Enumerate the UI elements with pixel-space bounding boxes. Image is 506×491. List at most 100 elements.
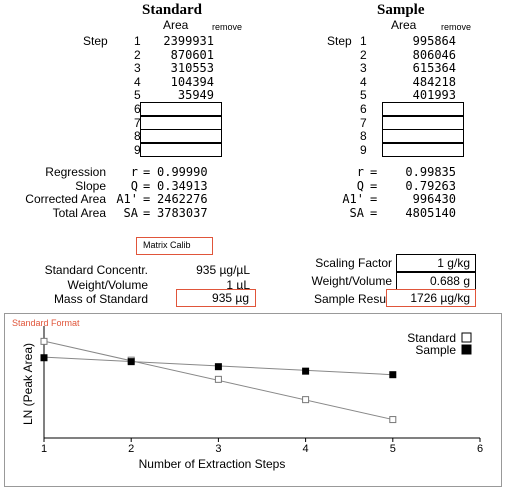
mass-of-standard-value: 935 µg <box>212 291 249 305</box>
sample-stat-equals: = <box>370 165 378 179</box>
standard-stat-value: 3783037 <box>157 205 208 220</box>
standard-point <box>40 337 48 345</box>
legend-label: Standard <box>407 331 456 345</box>
sample-step-number: 6 <box>360 102 367 116</box>
sample-area-header: Area <box>391 18 417 32</box>
sample-step-number: 7 <box>360 115 367 130</box>
sample-stat-value: 0.79263 <box>405 178 456 193</box>
x-tick-label: 1 <box>41 443 47 455</box>
sample-step-number: 5 <box>360 88 367 103</box>
scaling-factor-value: 1 g/kg <box>437 256 470 270</box>
standard-area-input[interactable] <box>140 115 222 130</box>
sample-area-value: 615364 <box>412 61 456 76</box>
sample-stat-value: 4805140 <box>405 205 456 220</box>
sample-step-number: 8 <box>360 129 367 144</box>
standard-step-number: 6 <box>134 102 141 116</box>
sample-step-number: 1 <box>360 34 367 48</box>
standard-stat-symbol: Q <box>130 178 138 193</box>
sample-area-input[interactable] <box>382 129 464 144</box>
standard-stat-label: Regression <box>45 165 106 179</box>
sample-stat-value: 996430 <box>412 192 456 206</box>
y-axis-label: LN (Peak Area) <box>21 343 35 425</box>
sample-point <box>214 363 222 371</box>
sample-area-input[interactable] <box>382 115 464 130</box>
standard-step-number: 8 <box>134 129 141 144</box>
standard-step-number: 1 <box>134 34 141 48</box>
standard-point <box>302 396 310 404</box>
matrix-calib-button[interactable]: Matrix Calib <box>136 237 213 255</box>
sample-point <box>40 354 48 362</box>
standard-area-input[interactable] <box>140 129 222 144</box>
sample-point <box>127 358 135 366</box>
x-axis-label: Number of Extraction Steps <box>139 457 286 471</box>
standard-stat-equals: = <box>143 165 151 179</box>
standard-stat-symbol: SA <box>123 205 138 220</box>
standard-step-number: 4 <box>134 74 141 89</box>
standard-weight-value: 1 µL <box>226 278 250 292</box>
legend-label: Sample <box>415 343 456 357</box>
standard-area-value: 104394 <box>170 74 214 89</box>
chart-panel-label: Standard Format <box>12 318 80 328</box>
standard-stat-value: 0.34913 <box>157 178 208 193</box>
sample-stat-symbol: A1' <box>342 192 364 206</box>
sample-stat-symbol: Q <box>356 178 364 193</box>
matrix-calib-label: Matrix Calib <box>143 240 191 250</box>
standard-stat-label: Total Area <box>52 205 106 220</box>
chart-panel <box>4 313 502 487</box>
standard-stat-value: 0.99990 <box>157 165 208 179</box>
standard-step-number: 2 <box>134 47 141 62</box>
standard-step-number: 7 <box>134 115 141 130</box>
standard-area-input[interactable] <box>140 102 222 116</box>
sample-stat-value: 0.99835 <box>405 165 456 179</box>
standard-point <box>214 375 222 383</box>
standard-title: Standard <box>142 2 203 18</box>
sample-area-input[interactable] <box>382 142 464 157</box>
x-tick-label: 4 <box>303 443 309 455</box>
sample-step-number: 9 <box>360 142 367 157</box>
standard-area-value: 310553 <box>170 61 214 76</box>
standard-concentration-value: 935 µg/µL <box>196 263 250 277</box>
sample-area-value: 484218 <box>412 74 456 89</box>
standard-stat-label: Corrected Area <box>25 192 106 206</box>
sample-stat-equals: = <box>370 178 378 193</box>
sample-step-number: 2 <box>360 47 367 62</box>
standard-stat-symbol: r <box>130 165 138 179</box>
standard-stat-equals: = <box>143 205 151 220</box>
sample-result-field: 1726 µg/kg <box>386 289 476 307</box>
standard-stat-equals: = <box>143 192 151 206</box>
mass-of-standard-field[interactable]: 935 µg <box>176 289 256 307</box>
x-tick-label: 2 <box>128 443 134 455</box>
standard-stat-symbol: A1' <box>116 192 138 206</box>
standard-stat-label: Slope <box>75 178 106 193</box>
standard-remove-label[interactable]: remove <box>212 22 243 32</box>
standard-concentration-label: Standard Concentr. <box>44 263 148 277</box>
sample-area-input[interactable] <box>382 102 464 116</box>
standard-area-value: 35949 <box>177 88 214 103</box>
sample-area-value: 806046 <box>412 47 456 62</box>
sample-title: Sample <box>377 2 425 18</box>
scaling-factor-label: Scaling Factor <box>315 256 392 270</box>
x-tick-label: 6 <box>477 443 483 455</box>
standard-stat-value: 2462276 <box>157 192 208 206</box>
sample-weight-label: Weight/Volume <box>311 274 393 288</box>
sample-stat-symbol: r <box>356 165 364 179</box>
standard-weight-label: Weight/Volume <box>67 278 149 292</box>
standard-point <box>389 416 397 424</box>
standard-area-value: 2399931 <box>163 34 214 48</box>
x-tick-label: 5 <box>390 443 396 455</box>
sample-remove-label[interactable]: remove <box>441 22 472 32</box>
standard-step-number: 9 <box>134 142 141 157</box>
mass-of-standard-label: Mass of Standard <box>53 292 148 306</box>
standard-area-input[interactable] <box>140 142 222 157</box>
legend-standard-marker <box>461 332 472 343</box>
sample-stat-symbol: SA <box>349 205 364 220</box>
sample-stat-equals: = <box>370 205 378 220</box>
sample-result-label: Sample Result <box>313 292 392 306</box>
standard-stat-equals: = <box>143 178 151 193</box>
scaling-factor-field[interactable]: 1 g/kg <box>396 254 476 272</box>
sample-weight-value: 0.688 g <box>429 274 470 288</box>
sample-area-value: 995864 <box>412 34 456 48</box>
sample-step-number: 4 <box>360 74 367 89</box>
standard-step-number: 5 <box>134 88 141 103</box>
